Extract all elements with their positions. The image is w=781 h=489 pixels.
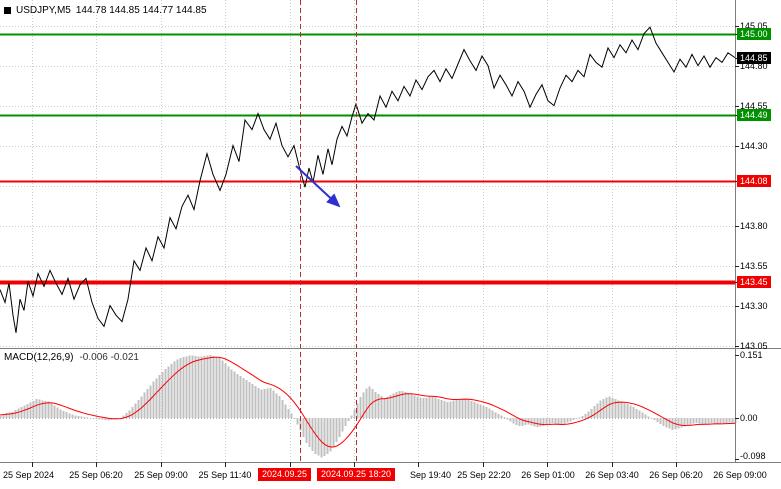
price-tick-label: 145.05 bbox=[740, 20, 768, 31]
time-label: 26 Sep 06:20 bbox=[649, 470, 703, 480]
time-label: 26 Sep 09:00 bbox=[713, 470, 767, 480]
trend-arrow[interactable] bbox=[295, 165, 341, 208]
time-label: 25 Sep 2024 bbox=[3, 470, 55, 480]
time-label: 26 Sep 01:00 bbox=[521, 470, 575, 480]
price-line bbox=[0, 26, 736, 333]
time-axis[interactable]: 25 Sep 2024 25 Sep 06:20 25 Sep 09:00 25 Se… bbox=[0, 463, 781, 489]
time-label: 25 Sep 11:40 bbox=[198, 470, 252, 480]
indicator-values: -0.006 -0.021 bbox=[79, 352, 139, 363]
time-tag: 2024.09.25 bbox=[258, 468, 312, 481]
macd-signal-line bbox=[0, 356, 736, 448]
price-tick-label: 143.30 bbox=[740, 300, 768, 311]
time-label: 26 Sep 03:40 bbox=[585, 470, 639, 480]
macd-tick-label: -0.098 bbox=[740, 451, 766, 461]
symbol-ohlc-label: USDJPY,M5 144.78 144.85 144.77 144.85 bbox=[4, 5, 207, 16]
price-axis[interactable]: 145.05 144.80 144.55 144.30 143.80 143.55 143.… bbox=[736, 0, 781, 462]
time-label: 25 Sep 09:00 bbox=[134, 470, 188, 480]
price-tick-label: 143.05 bbox=[740, 340, 768, 351]
symbol-ohlc: 144.78 144.85 144.77 144.85 bbox=[75, 5, 207, 16]
time-tag: 2024.09.25 18:20 bbox=[317, 468, 396, 481]
price-level-tag: 144.08 bbox=[737, 174, 771, 187]
indicator-name: MACD(12,26,9) bbox=[4, 352, 74, 363]
macd-tick-label: 0.00 bbox=[740, 413, 758, 424]
symbol-name: USDJPY,M5 bbox=[16, 5, 71, 16]
price-tick-label: 144.80 bbox=[740, 60, 768, 71]
chart-icon bbox=[4, 7, 11, 14]
time-label: 25 Sep 06:20 bbox=[69, 470, 123, 480]
macd-histogram bbox=[0, 354, 737, 458]
price-tick-label: 144.30 bbox=[740, 140, 768, 151]
macd-tick-label: 0.151 bbox=[740, 349, 763, 360]
time-label: 25 Sep 22:20 bbox=[457, 470, 511, 480]
price-level-tag: 144.49 bbox=[737, 109, 771, 122]
price-tick-label: 143.55 bbox=[740, 260, 768, 271]
current-price-tag: 144.85 bbox=[737, 51, 771, 64]
price-tick-label: 143.80 bbox=[740, 220, 768, 231]
price-level-tag: 145.00 bbox=[737, 27, 771, 40]
indicator-label: MACD(12,26,9) -0.006 -0.021 bbox=[4, 352, 139, 363]
price-tick-label: 144.55 bbox=[740, 100, 768, 111]
price-level-tag: 143.45 bbox=[737, 275, 771, 288]
time-label: Sep 19:40 bbox=[410, 470, 452, 480]
